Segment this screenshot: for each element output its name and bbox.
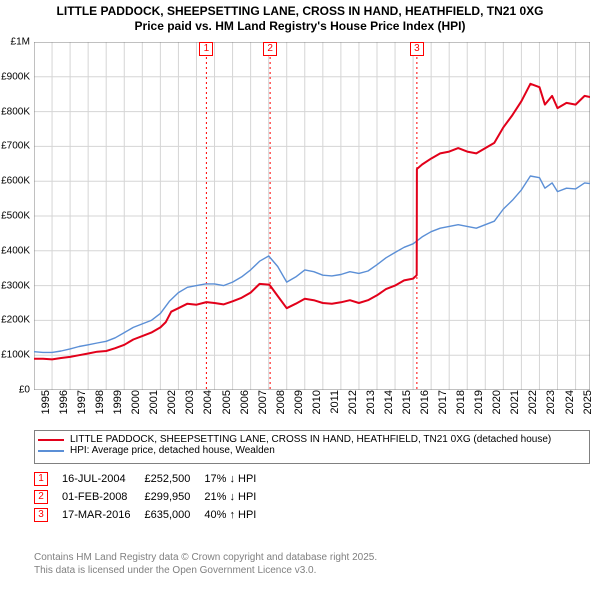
sale-marker-3: 3 [410, 42, 424, 56]
x-tick-label: 2023 [543, 390, 557, 414]
x-tick-label: 2020 [489, 390, 503, 414]
x-tick-label: 2002 [164, 390, 178, 414]
y-tick-label: £900K [1, 71, 34, 82]
x-tick-label: 2017 [435, 390, 449, 414]
y-tick-label: £100K [1, 350, 34, 361]
x-tick-label: 1997 [74, 390, 88, 414]
legend-swatch [38, 450, 64, 452]
x-tick-label: 2013 [363, 390, 377, 414]
footer-line-1: Contains HM Land Registry data © Crown c… [34, 552, 377, 565]
legend-label: HPI: Average price, detached house, Weal… [70, 445, 275, 456]
x-tick-label: 2018 [453, 390, 467, 414]
sale-delta: 21% ↓ HPI [204, 488, 270, 506]
sales-row-marker: 3 [34, 508, 48, 522]
sale-marker-2: 2 [263, 42, 277, 56]
sale-marker-1: 1 [199, 42, 213, 56]
x-tick-label: 2008 [273, 390, 287, 414]
legend-item-hpi: HPI: Average price, detached house, Weal… [38, 445, 586, 456]
footer-line-2: This data is licensed under the Open Gov… [34, 565, 377, 578]
x-tick-label: 2016 [417, 390, 431, 414]
chart-title: LITTLE PADDOCK, SHEEPSETTING LANE, CROSS… [0, 0, 600, 34]
sales-row-marker: 1 [34, 472, 48, 486]
y-tick-label: £200K [1, 315, 34, 326]
x-tick-label: 2007 [255, 390, 269, 414]
y-tick-label: £700K [1, 141, 34, 152]
x-tick-label: 2010 [309, 390, 323, 414]
legend-label: LITTLE PADDOCK, SHEEPSETTING LANE, CROSS… [70, 434, 551, 445]
x-tick-label: 2001 [146, 390, 160, 414]
x-tick-label: 2014 [381, 390, 395, 414]
sales-row-1: 1 16-JUL-2004£252,50017% ↓ HPI [34, 470, 270, 488]
x-tick-label: 1998 [92, 390, 106, 414]
title-line-1: LITTLE PADDOCK, SHEEPSETTING LANE, CROSS… [0, 4, 600, 19]
plot-svg [34, 42, 590, 390]
y-tick-label: £600K [1, 176, 34, 187]
sale-delta: 40% ↑ HPI [204, 506, 270, 524]
x-tick-label: 1995 [38, 390, 52, 414]
y-tick-label: £400K [1, 245, 34, 256]
chart-container: LITTLE PADDOCK, SHEEPSETTING LANE, CROSS… [0, 0, 600, 590]
x-tick-label: 2006 [237, 390, 251, 414]
x-tick-label: 2024 [562, 390, 576, 414]
y-tick-label: £1M [11, 37, 34, 48]
sale-date: 17-MAR-2016 [62, 506, 144, 524]
y-tick-label: £0 [19, 385, 34, 396]
sales-table: 1 16-JUL-2004£252,50017% ↓ HPI 2 01-FEB-200… [34, 470, 270, 524]
x-tick-label: 2015 [399, 390, 413, 414]
x-tick-label: 2000 [128, 390, 142, 414]
legend-item-subject: LITTLE PADDOCK, SHEEPSETTING LANE, CROSS… [38, 434, 586, 445]
sale-date: 16-JUL-2004 [62, 470, 144, 488]
x-tick-label: 2003 [182, 390, 196, 414]
legend: LITTLE PADDOCK, SHEEPSETTING LANE, CROSS… [34, 430, 590, 464]
legend-swatch [38, 439, 64, 441]
sales-row-3: 3 17-MAR-2016£635,00040% ↑ HPI [34, 506, 270, 524]
y-tick-label: £300K [1, 280, 34, 291]
x-tick-label: 1999 [110, 390, 124, 414]
y-tick-label: £800K [1, 106, 34, 117]
x-tick-label: 2025 [580, 390, 594, 414]
plot-area: £0£100K£200K£300K£400K£500K£600K£700K£80… [34, 42, 590, 390]
x-tick-label: 2005 [219, 390, 233, 414]
sale-price: £635,000 [144, 506, 204, 524]
x-tick-label: 2004 [200, 390, 214, 414]
x-tick-label: 2012 [345, 390, 359, 414]
x-tick-label: 1996 [56, 390, 70, 414]
footer-attribution: Contains HM Land Registry data © Crown c… [34, 552, 377, 577]
sales-row-marker: 2 [34, 490, 48, 504]
x-tick-label: 2019 [471, 390, 485, 414]
x-tick-label: 2009 [291, 390, 305, 414]
title-line-2: Price paid vs. HM Land Registry's House … [0, 19, 600, 34]
sale-delta: 17% ↓ HPI [204, 470, 270, 488]
x-tick-label: 2021 [507, 390, 521, 414]
sale-price: £252,500 [144, 470, 204, 488]
x-tick-label: 2022 [525, 390, 539, 414]
y-tick-label: £500K [1, 211, 34, 222]
sale-date: 01-FEB-2008 [62, 488, 144, 506]
sales-row-2: 2 01-FEB-2008£299,95021% ↓ HPI [34, 488, 270, 506]
sale-price: £299,950 [144, 488, 204, 506]
x-tick-label: 2011 [327, 390, 341, 414]
